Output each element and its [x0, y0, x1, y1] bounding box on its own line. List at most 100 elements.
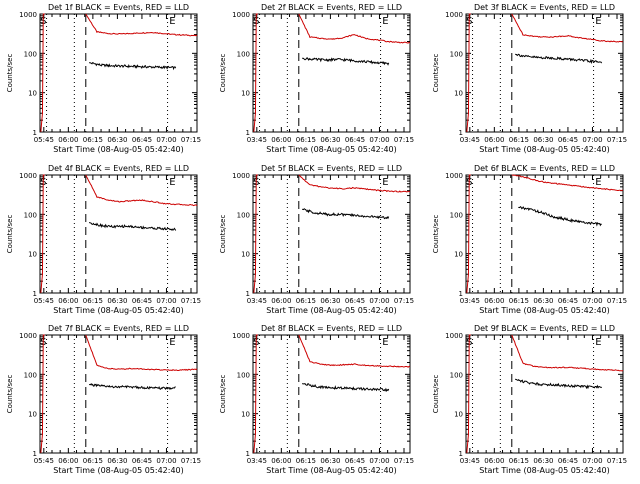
chart-title: Det 4f BLACK = Events, RED = LLD	[48, 164, 189, 173]
x-tick-label: 07:00	[369, 457, 389, 465]
x-tick-label: 06:00	[484, 136, 504, 144]
x-tick-label: 07:15	[607, 136, 627, 144]
y-tick-label: 1000	[445, 11, 463, 19]
x-tick-label: 07:00	[582, 297, 602, 305]
x-tick-label: 07:15	[181, 457, 201, 465]
x-axis-label: Start Time (08-Aug-05 05:42:40)	[53, 145, 184, 154]
x-tick-label: 07:00	[156, 136, 176, 144]
y-tick-label: 100	[450, 211, 463, 219]
x-tick-label: 07:00	[369, 136, 389, 144]
y-axis-label: Counts/sec	[219, 215, 227, 254]
y-tick-label: 1	[459, 129, 463, 137]
y-tick-label: 10	[28, 251, 37, 259]
x-tick-label: 07:00	[156, 297, 176, 305]
x-tick-label: 05:45	[34, 457, 54, 465]
y-tick-label: 1000	[445, 332, 463, 340]
y-tick-label: 100	[237, 211, 250, 219]
x-tick-label: 06:15	[296, 457, 316, 465]
x-tick-label: 06:15	[296, 297, 316, 305]
y-axis-label: Counts/sec	[432, 54, 440, 93]
y-tick-label: 1000	[19, 172, 37, 180]
x-tick-label: 06:30	[107, 297, 127, 305]
x-tick-label: 03:45	[247, 457, 267, 465]
x-tick-label: 06:45	[132, 457, 152, 465]
series-line-events-black	[514, 53, 603, 65]
y-tick-label: 100	[24, 211, 37, 219]
y-tick-label: 100	[450, 371, 463, 379]
series-line-events-black	[301, 382, 390, 393]
series-line-events-black	[302, 57, 390, 66]
x-tick-label: 06:00	[271, 297, 291, 305]
x-tick-label: 06:45	[345, 136, 365, 144]
end-marker-label: E	[382, 16, 388, 27]
series-line-lld-red	[511, 13, 624, 43]
chart-title: Det 5f BLACK = Events, RED = LLD	[261, 164, 402, 173]
chart-title: Det 9f BLACK = Events, RED = LLD	[474, 324, 615, 333]
x-tick-label: 06:00	[271, 136, 291, 144]
y-tick-label: 10	[28, 411, 37, 419]
x-tick-label: 06:30	[320, 297, 340, 305]
x-tick-label: 06:30	[320, 457, 340, 465]
x-tick-label: 06:15	[83, 136, 103, 144]
series-line-events-black	[518, 206, 602, 227]
x-tick-label: 07:00	[156, 457, 176, 465]
x-tick-label: 07:15	[181, 136, 201, 144]
end-marker-label: E	[595, 16, 601, 27]
end-marker-label: E	[595, 177, 601, 188]
y-tick-label: 1000	[232, 11, 250, 19]
x-axis-label: Start Time (08-Aug-05 05:42:40)	[266, 306, 397, 315]
x-tick-label: 06:00	[484, 297, 504, 305]
series-line-lld-red	[85, 334, 198, 372]
y-tick-label: 10	[241, 90, 250, 98]
plot-frame	[39, 174, 198, 294]
plot-frame	[465, 334, 624, 454]
startup-spike	[40, 13, 45, 133]
series-line-events-black	[88, 61, 177, 71]
chart-title: Det 3f BLACK = Events, RED = LLD	[474, 3, 615, 12]
x-tick-label: 03:45	[247, 136, 267, 144]
y-tick-label: 1000	[445, 172, 463, 180]
y-tick-label: 1000	[19, 332, 37, 340]
plot-frame	[465, 174, 624, 294]
x-tick-label: 05:45	[34, 297, 54, 305]
chart-panel-5: Det 5f BLACK = Events, RED = LLD Counts/s…	[219, 164, 414, 315]
x-tick-label: 06:00	[58, 297, 78, 305]
x-tick-label: 06:15	[509, 457, 529, 465]
x-axis-label: Start Time (08-Aug-05 05:42:40)	[479, 466, 610, 475]
chart-panel-7: Det 7f BLACK = Events, RED = LLD Counts/s…	[6, 324, 201, 475]
y-tick-label: 1000	[19, 11, 37, 19]
y-tick-label: 1	[246, 290, 250, 298]
series-line-lld-red	[298, 174, 411, 193]
y-tick-label: 1000	[232, 172, 250, 180]
startup-spike	[466, 334, 471, 454]
y-tick-label: 10	[454, 251, 463, 259]
x-tick-label: 06:15	[83, 297, 103, 305]
chart-title: Det 6f BLACK = Events, RED = LLD	[474, 164, 615, 173]
y-tick-label: 10	[28, 90, 37, 98]
x-tick-label: 06:30	[107, 457, 127, 465]
x-tick-label: 06:45	[132, 297, 152, 305]
x-tick-label: 06:15	[83, 457, 103, 465]
x-tick-label: 03:45	[460, 297, 480, 305]
series-line-lld-red	[85, 174, 198, 207]
x-tick-label: 06:45	[558, 136, 578, 144]
x-axis-label: Start Time (08-Aug-05 05:42:40)	[479, 145, 610, 154]
x-tick-label: 06:00	[484, 457, 504, 465]
chart-panel-8: Det 8f BLACK = Events, RED = LLD Counts/s…	[219, 324, 414, 475]
y-axis-label: Counts/sec	[219, 375, 227, 414]
x-axis-label: Start Time (08-Aug-05 05:42:40)	[479, 306, 610, 315]
y-tick-label: 10	[454, 90, 463, 98]
plot-frame	[39, 334, 198, 454]
y-tick-label: 1	[33, 129, 37, 137]
y-tick-label: 1	[33, 450, 37, 458]
y-axis-label: Counts/sec	[219, 54, 227, 93]
x-tick-label: 06:30	[533, 136, 553, 144]
y-axis-label: Counts/sec	[6, 215, 14, 254]
plot-frame	[252, 174, 411, 294]
end-marker-label: E	[595, 337, 601, 348]
series-line-lld-red	[298, 13, 411, 44]
y-tick-label: 1000	[232, 332, 250, 340]
x-tick-label: 07:00	[582, 457, 602, 465]
chart-panel-2: Det 2f BLACK = Events, RED = LLD Counts/s…	[219, 3, 414, 154]
